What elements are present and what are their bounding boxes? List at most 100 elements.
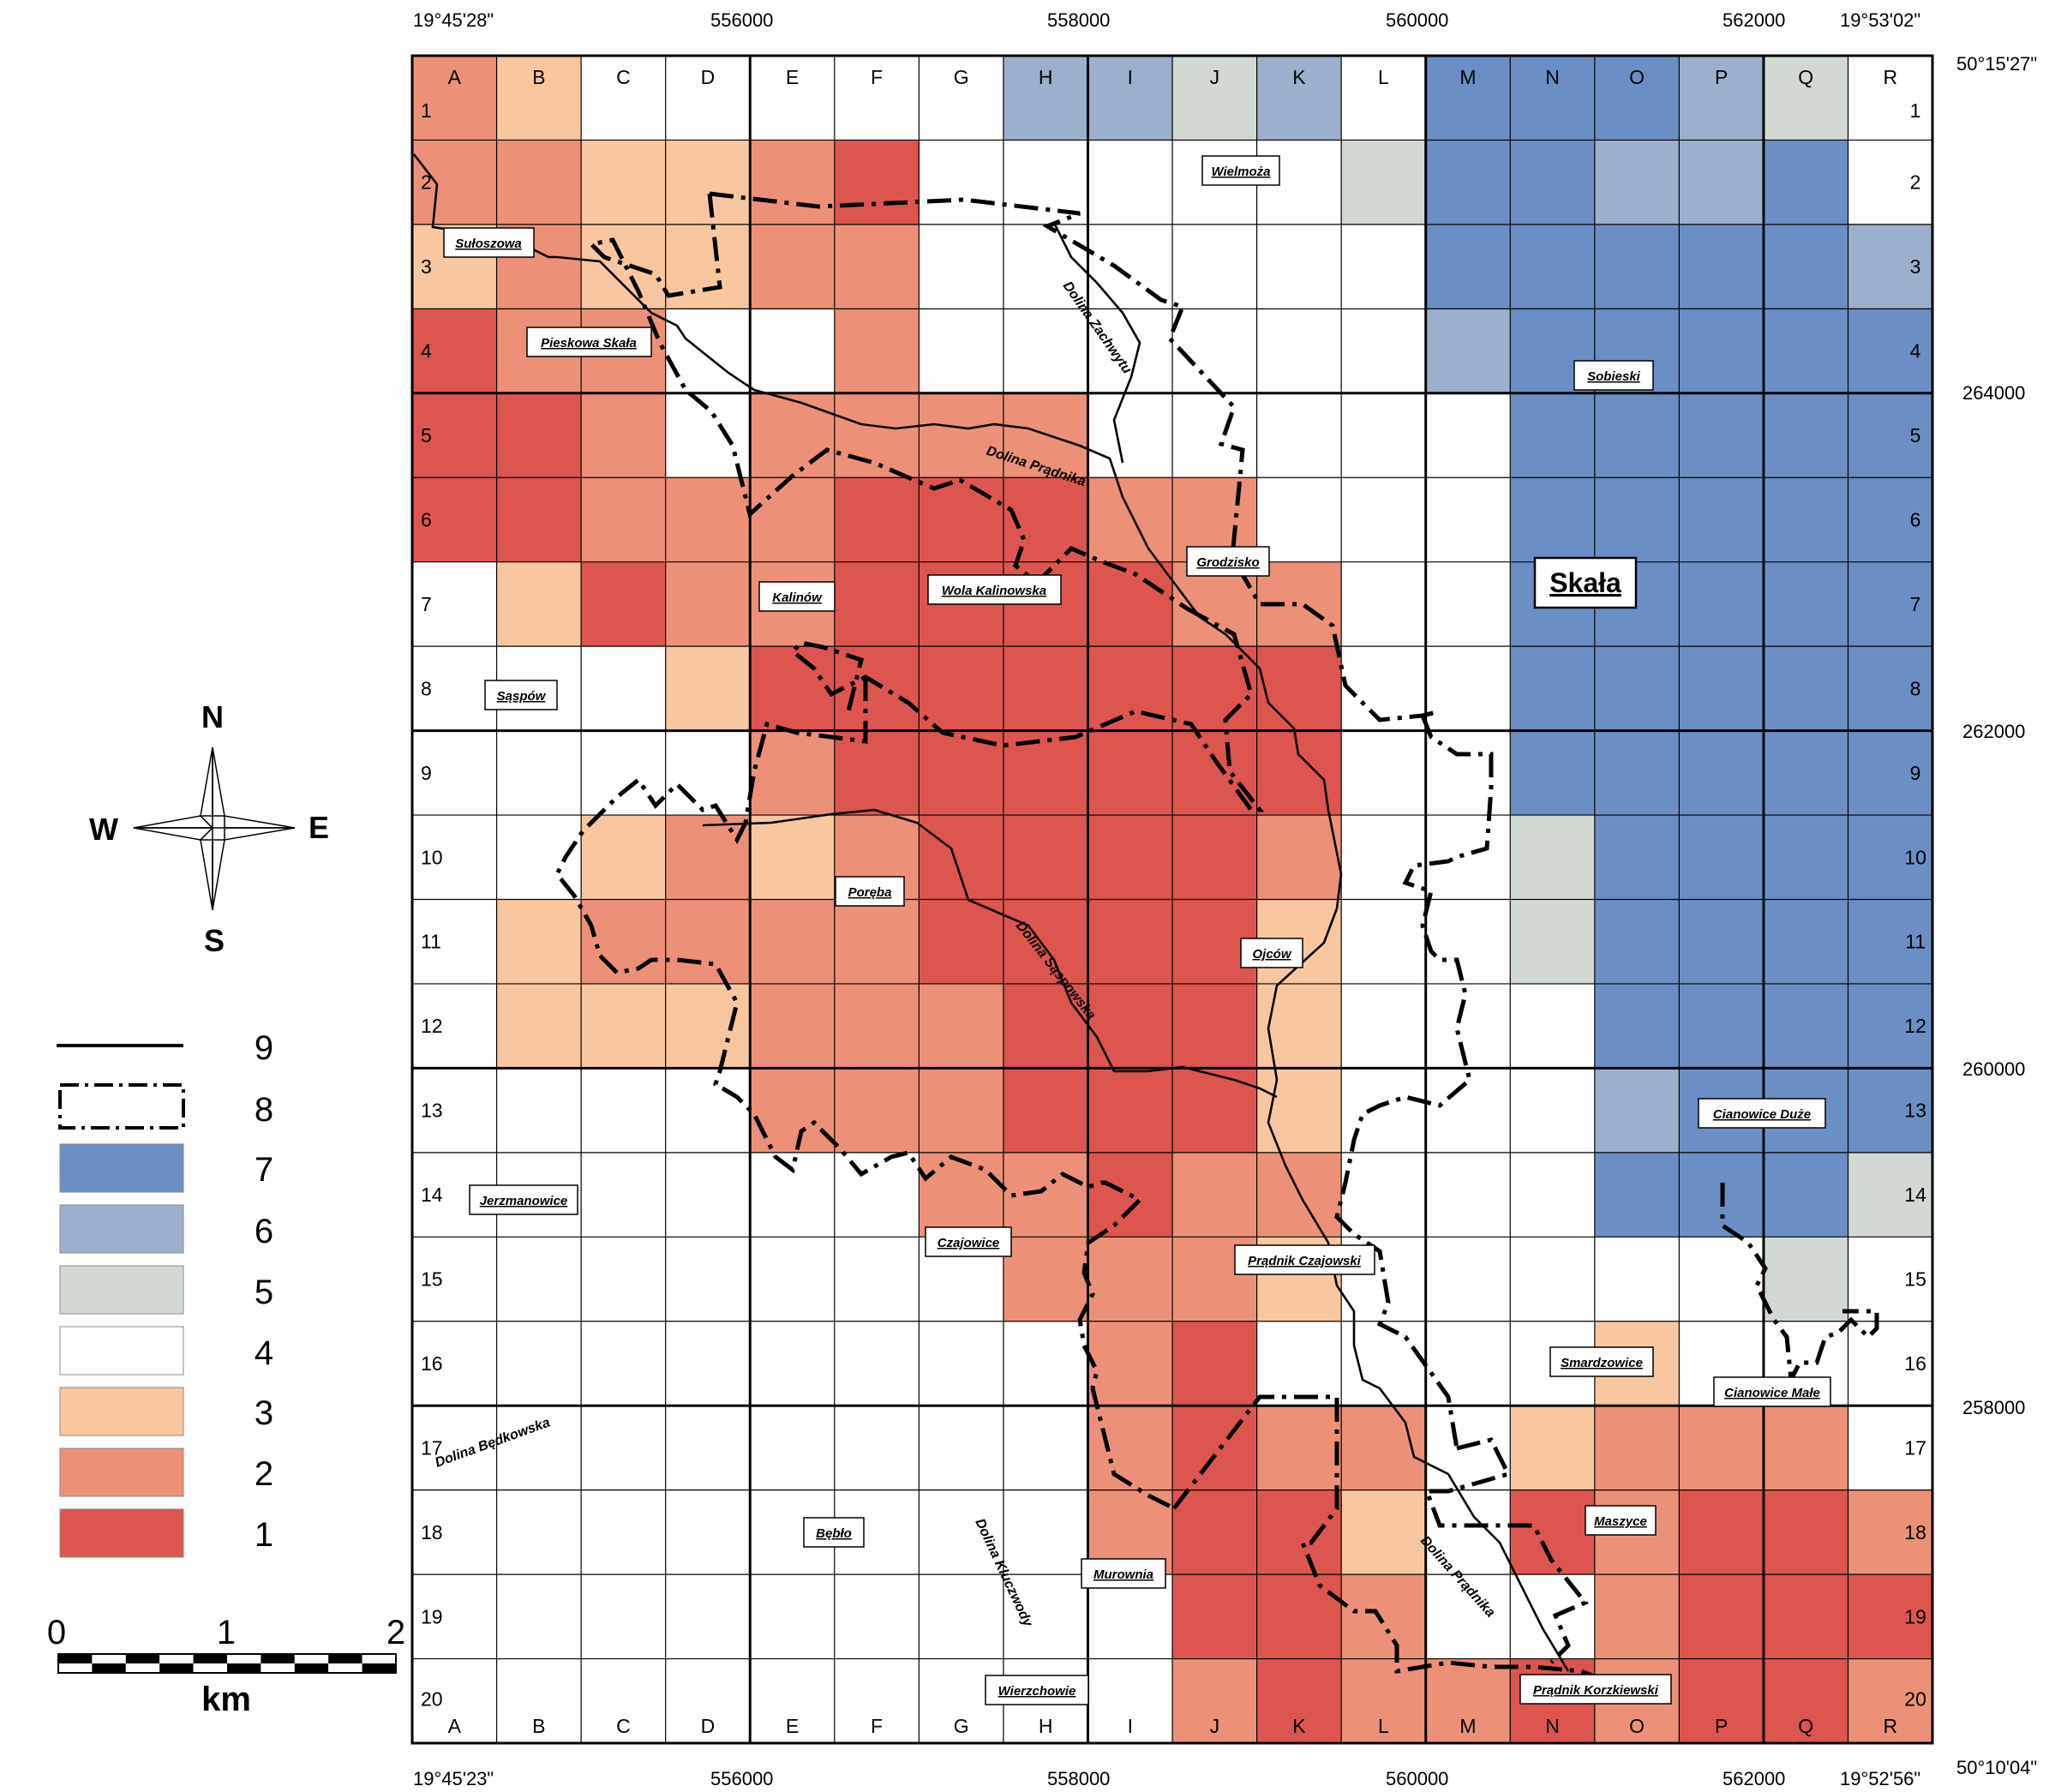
legend-swatches [59, 1143, 184, 1558]
grid-cell [750, 224, 836, 309]
grid-cell [1256, 56, 1342, 141]
column-label-bottom: L [1378, 1715, 1389, 1737]
boundary-north [709, 191, 1441, 722]
grid-cell [1341, 1658, 1427, 1744]
grid-cell [1003, 1574, 1089, 1660]
grid-cell [1510, 1405, 1596, 1491]
grid-cell [1003, 309, 1089, 394]
grid-cell [919, 1152, 1004, 1238]
grid-cell [1510, 815, 1596, 901]
grid-cell [665, 140, 751, 225]
grid-cell [1341, 983, 1427, 1069]
grid-cell [496, 1321, 582, 1406]
grid-cell [1510, 140, 1596, 225]
column-label-top: H [1039, 66, 1053, 88]
grid-lines [410, 54, 1933, 1745]
grid-cell [581, 393, 667, 478]
svg-text:Bębło: Bębło [816, 1526, 852, 1541]
scale-segment [58, 1663, 93, 1673]
place-cianowice-duze: Cianowice Duże [1698, 1098, 1826, 1129]
grid-cell [412, 309, 498, 394]
grid-cell [1848, 561, 1933, 647]
grid-cell [1848, 1658, 1933, 1744]
grid-cell [1848, 1068, 1933, 1154]
svg-text:Skała: Skała [1549, 567, 1621, 598]
grid-cell [665, 1237, 751, 1322]
scale-segment [92, 1654, 126, 1663]
grid-cell [1594, 477, 1680, 563]
svg-text:Sobieski: Sobieski [1587, 369, 1641, 384]
grid-cell [1341, 140, 1427, 225]
grid-cell [1425, 1068, 1511, 1154]
grid-cell [1172, 646, 1258, 732]
column-label-top: C [616, 66, 631, 88]
scale-checker [58, 1654, 396, 1673]
grid-cell [1256, 477, 1342, 563]
svg-text:Kalinów: Kalinów [772, 590, 823, 605]
grid-cell [1763, 477, 1849, 563]
svg-text:Cianowice Duże: Cianowice Duże [1713, 1107, 1811, 1122]
row-label-right: 3 [1910, 255, 1921, 278]
scale-segment [294, 1663, 329, 1673]
x-tick-bottom-1: 556000 [710, 1768, 773, 1789]
column-label-bottom: C [616, 1715, 631, 1737]
grid-cell [1848, 983, 1933, 1069]
river-pradnik [412, 153, 1570, 1672]
grid-cell [1510, 224, 1596, 309]
scale-unit: km [201, 1681, 251, 1718]
grid-cell [919, 1068, 1004, 1154]
grid-cell [1763, 730, 1849, 816]
grid-cell [581, 224, 667, 309]
grid-cell [496, 477, 582, 563]
boundary-east [1334, 715, 1494, 1449]
grid-cell [581, 1489, 667, 1575]
grid-cell [1425, 309, 1511, 394]
grid-cell [750, 1405, 836, 1491]
grid-cell [1679, 477, 1764, 563]
scale-segment [193, 1663, 227, 1673]
grid-cell [412, 730, 498, 816]
grid-cell [1594, 1574, 1680, 1660]
grid-cell [1341, 56, 1427, 141]
grid-cell [1172, 1574, 1258, 1660]
grid-cell [834, 393, 920, 478]
grid-cell [1087, 815, 1173, 901]
x-tick-bottom-3: 560000 [1386, 1768, 1448, 1789]
grid-cell [496, 1658, 582, 1744]
grid-cell [834, 646, 920, 732]
grid-cell [750, 1321, 836, 1406]
place-labels: Wielmoża Sułoszowa Pieskowa Skała Sobies… [443, 155, 1831, 1705]
grid-cell [581, 56, 667, 141]
svg-text:Pieskowa Skała: Pieskowa Skała [541, 336, 637, 351]
compass-rose: N S W E [89, 699, 329, 958]
grid-cell [834, 1068, 920, 1154]
column-label-top: G [954, 66, 969, 88]
grid-cell [1594, 140, 1680, 225]
grid-cell [1003, 646, 1089, 732]
grid-cell [1341, 393, 1427, 478]
row-label-right: 18 [1904, 1521, 1926, 1543]
grid-cell [1848, 1574, 1933, 1660]
scale-segment [193, 1654, 227, 1663]
grid-cell [750, 1068, 836, 1154]
grid-cell [919, 224, 1004, 309]
row-label-right: 20 [1904, 1688, 1926, 1711]
grid-cell [1425, 56, 1511, 141]
grid-cell [1256, 815, 1342, 901]
row-label-right: 16 [1904, 1352, 1926, 1375]
place-smardzowice: Smardzowice [1549, 1346, 1654, 1377]
row-label-right: 11 [1905, 931, 1926, 953]
grid-cell [1256, 393, 1342, 478]
place-poreba: Poręba [835, 876, 905, 907]
row-label-right: 2 [1910, 171, 1921, 194]
grid-cell [1594, 1152, 1680, 1238]
grid-cell [919, 1321, 1004, 1406]
grid-cell [581, 646, 667, 732]
row-label-left: 16 [421, 1352, 443, 1375]
scale-segment [261, 1654, 295, 1663]
grid-cell [1341, 815, 1427, 901]
grid-cell [1763, 56, 1849, 141]
grid-cell [1763, 393, 1849, 478]
grid-cell [1763, 1237, 1849, 1322]
grid-cell [1172, 56, 1258, 141]
